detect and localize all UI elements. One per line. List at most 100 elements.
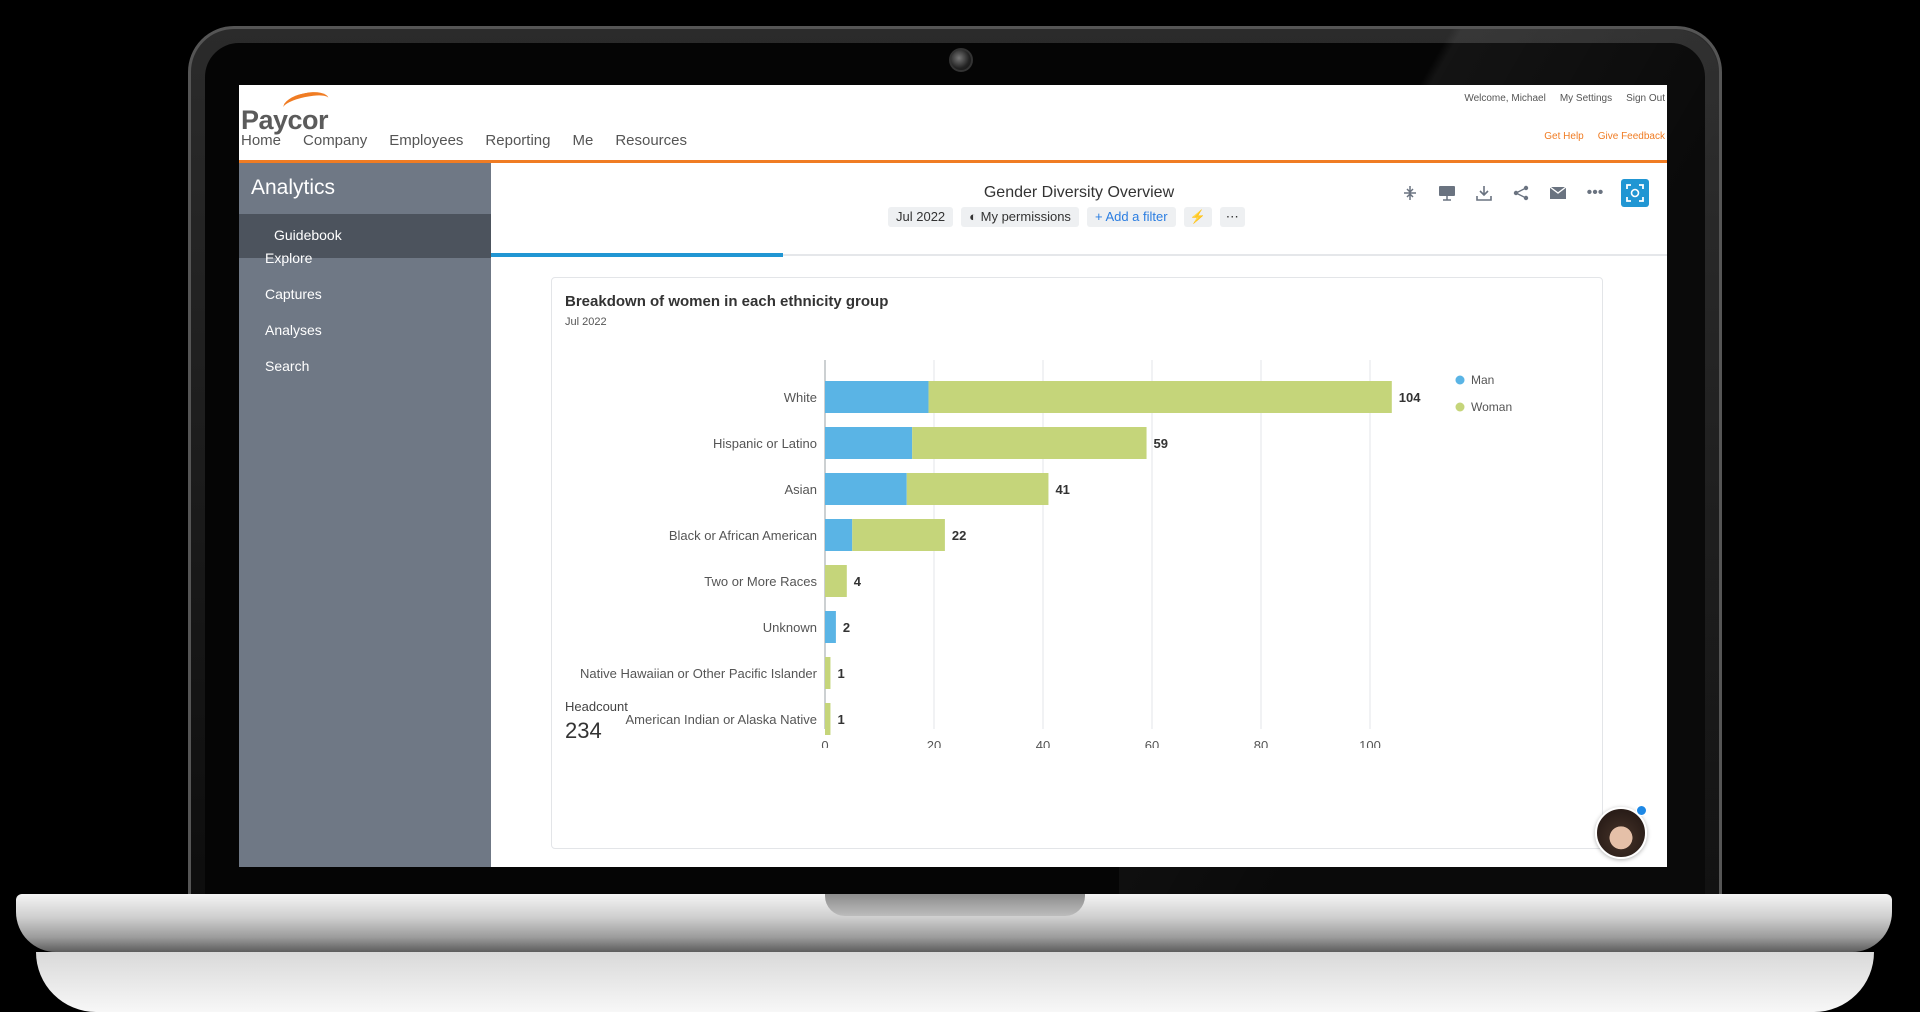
data-label: 41 [1055, 482, 1069, 497]
toolbar: ••• [1399, 179, 1649, 207]
bar-segment-woman [825, 657, 831, 689]
bar-segment-man [825, 611, 836, 643]
sign-out-link[interactable]: Sign Out [1626, 93, 1665, 104]
more-filters-button[interactable]: ⋯ [1219, 207, 1245, 227]
category-label: Native Hawaiian or Other Pacific Islande… [580, 666, 818, 681]
bar-segment-man [825, 381, 929, 413]
bar-segment-man [825, 473, 907, 505]
filter-bar: Jul 2022 ◐ My permissions + Add a filter… [888, 207, 1245, 227]
paycor-logo[interactable]: Paycor [241, 88, 351, 135]
nav-reporting[interactable]: Reporting [485, 132, 551, 149]
bar-segment-woman [825, 703, 831, 735]
category-label: White [784, 390, 817, 405]
ellipsis-icon: ••• [1586, 184, 1604, 201]
ellipsis-icon: ⋯ [1225, 209, 1239, 224]
bar-segment-woman [928, 381, 1392, 413]
nav-company[interactable]: Company [303, 132, 368, 149]
lightning-icon: ⚡ [1189, 209, 1206, 224]
bar-segment-woman [906, 473, 1049, 505]
download-icon [1476, 186, 1492, 201]
nav-resources[interactable]: Resources [615, 132, 688, 149]
sidebar-item-analyses[interactable]: Analyses [265, 322, 322, 338]
x-tick-label: 40 [1036, 738, 1050, 748]
x-tick-label: 0 [821, 738, 828, 748]
bar-segment-woman [852, 519, 945, 551]
data-label: 1 [837, 666, 844, 681]
sidebar-item-label: Guidebook [274, 227, 342, 243]
x-tick-label: 20 [927, 738, 941, 748]
present-button[interactable] [1436, 182, 1458, 204]
chart-title: Breakdown of women in each ethnicity gro… [565, 293, 889, 310]
help-links: Get Help Give Feedback [1544, 131, 1665, 142]
bar-segment-man [825, 427, 913, 459]
category-label: Two or More Races [704, 574, 817, 589]
date-filter-chip[interactable]: Jul 2022 [888, 207, 954, 227]
headcount-label: Headcount [565, 699, 628, 714]
legend-label: Man [1471, 373, 1494, 387]
data-label: 4 [854, 574, 862, 589]
x-tick-label: 60 [1145, 738, 1159, 748]
data-label: 59 [1154, 436, 1168, 451]
permissions-chip[interactable]: ◐ My permissions [961, 207, 1079, 227]
presentation-icon [1439, 186, 1455, 201]
laptop-notch [825, 894, 1085, 916]
add-filter-label: Add a filter [1105, 209, 1168, 224]
main-content: Gender Diversity Overview Jul 2022 ◐ My … [491, 163, 1667, 867]
sidebar: Analytics Guidebook Explore Captures Ana… [239, 163, 491, 867]
sidebar-item-search[interactable]: Search [265, 358, 310, 374]
chart-card: Breakdown of women in each ethnicity gro… [551, 277, 1603, 849]
more-options-button[interactable]: ••• [1584, 182, 1606, 204]
category-label: American Indian or Alaska Native [626, 712, 817, 727]
webcam-icon [949, 48, 973, 72]
x-tick-label: 80 [1254, 738, 1268, 748]
permissions-label: My permissions [980, 209, 1071, 224]
add-filter-button[interactable]: + Add a filter [1086, 207, 1176, 227]
bar-chart: 0 20 40 60 80 100 White 104 Hispanic or Latino 59… [580, 360, 1512, 748]
bar-segment-man [825, 519, 853, 551]
nav-me[interactable]: Me [572, 132, 594, 149]
laptop-foot [36, 952, 1874, 1012]
screen: Paycor Home Company Employees Reporting … [239, 85, 1667, 867]
nav-home[interactable]: Home [241, 132, 282, 149]
data-label: 2 [843, 620, 850, 635]
logo-text: Paycor [241, 105, 329, 135]
collapse-icon [1404, 186, 1416, 200]
capture-icon [1626, 184, 1644, 202]
tab-track [491, 254, 1667, 256]
give-feedback-link[interactable]: Give Feedback [1597, 131, 1665, 142]
nav-employees[interactable]: Employees [389, 132, 464, 149]
sidebar-item-guidebook[interactable]: Guidebook [239, 214, 491, 258]
collapse-button[interactable] [1399, 182, 1421, 204]
category-label: Black or African American [669, 528, 817, 543]
category-label: Asian [784, 482, 817, 497]
data-label: 104 [1399, 390, 1421, 405]
data-label: 22 [952, 528, 966, 543]
plus-icon: + [1094, 209, 1103, 224]
notification-dot-icon [1636, 805, 1647, 816]
email-button[interactable] [1547, 182, 1569, 204]
tab-active-indicator [491, 253, 783, 257]
category-label: Hispanic or Latino [713, 436, 817, 451]
get-help-link[interactable]: Get Help [1544, 131, 1584, 142]
sidebar-title: Analytics [251, 176, 336, 199]
legend-marker [1455, 402, 1465, 412]
data-label: 1 [837, 712, 844, 727]
assistant-avatar[interactable] [1595, 807, 1647, 859]
main-nav: Home Company Employees Reporting Me Reso… [241, 132, 687, 149]
share-button[interactable] [1510, 182, 1532, 204]
page-title: Gender Diversity Overview [983, 184, 1175, 201]
shield-icon: ◐ [969, 209, 978, 224]
sidebar-item-explore[interactable]: Explore [265, 250, 313, 266]
download-button[interactable] [1473, 182, 1495, 204]
user-links: Welcome, Michael My Settings Sign Out [1464, 93, 1665, 104]
top-bar: Paycor Home Company Employees Reporting … [239, 85, 1667, 163]
lightning-button[interactable]: ⚡ [1183, 207, 1212, 227]
legend-marker [1455, 375, 1465, 385]
mail-icon [1549, 186, 1567, 199]
chart-subtitle: Jul 2022 [565, 316, 607, 328]
sidebar-item-captures[interactable]: Captures [265, 286, 322, 302]
category-label: Unknown [763, 620, 817, 635]
x-tick-label: 100 [1359, 738, 1381, 748]
capture-button[interactable] [1621, 179, 1649, 207]
my-settings-link[interactable]: My Settings [1559, 93, 1613, 104]
